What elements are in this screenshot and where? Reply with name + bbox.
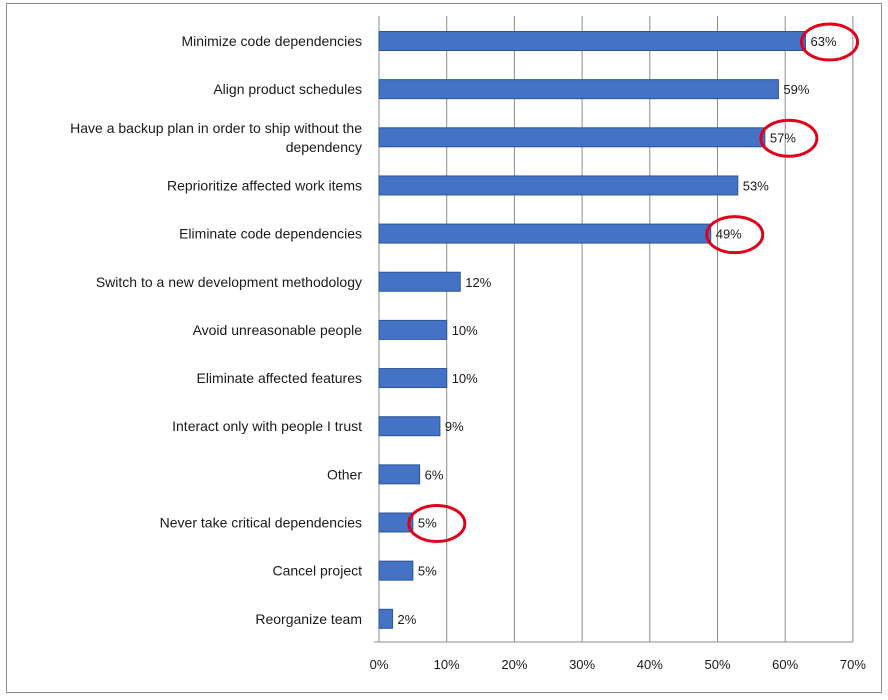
x-tick-label: 0% bbox=[370, 657, 389, 672]
category-label: Cancel project bbox=[273, 563, 363, 579]
value-label: 6% bbox=[425, 467, 444, 482]
value-label: 10% bbox=[452, 371, 478, 386]
highlight-circle bbox=[759, 118, 819, 158]
bar bbox=[378, 416, 441, 437]
category-label: Reprioritize affected work items bbox=[167, 177, 362, 193]
bar bbox=[378, 79, 779, 100]
x-tick-label: 10% bbox=[434, 657, 460, 672]
x-tick-label: 60% bbox=[772, 657, 798, 672]
bar bbox=[378, 175, 739, 196]
value-label: 53% bbox=[743, 178, 769, 193]
category-label: Minimize code dependencies bbox=[181, 33, 362, 49]
x-tick-label: 30% bbox=[569, 657, 595, 672]
bar bbox=[378, 271, 461, 292]
x-tick-label: 40% bbox=[637, 657, 663, 672]
bar bbox=[378, 319, 448, 340]
highlight-circle bbox=[800, 22, 860, 62]
bar bbox=[378, 368, 448, 389]
value-label: 5% bbox=[418, 564, 437, 579]
x-tick-label: 20% bbox=[501, 657, 527, 672]
value-label: 2% bbox=[398, 612, 417, 627]
bar bbox=[378, 223, 712, 244]
bar bbox=[378, 31, 807, 51]
value-label: 9% bbox=[445, 419, 464, 434]
category-label: Never take critical dependencies bbox=[160, 515, 362, 531]
bar bbox=[378, 608, 394, 629]
highlight-circle bbox=[705, 215, 765, 255]
value-label: 57% bbox=[770, 130, 796, 145]
category-label: Reorganize team bbox=[255, 611, 362, 627]
category-label: Interact only with people I trust bbox=[172, 418, 362, 434]
category-label: Other bbox=[327, 466, 362, 482]
value-label: 59% bbox=[783, 82, 809, 97]
value-label: 49% bbox=[716, 227, 742, 242]
category-label: Avoid unreasonable people bbox=[193, 322, 363, 338]
bar bbox=[378, 560, 414, 581]
category-label: Eliminate code dependencies bbox=[179, 226, 362, 242]
chart-frame bbox=[6, 3, 882, 693]
category-label: Switch to a new development methodology bbox=[96, 274, 362, 290]
bar bbox=[378, 512, 414, 533]
value-label: 5% bbox=[418, 516, 437, 531]
category-label: Eliminate affected features bbox=[196, 370, 362, 386]
highlight-circle bbox=[407, 504, 467, 543]
category-label: Have a backup plan in order to ship with… bbox=[70, 120, 362, 136]
x-tick-label: 50% bbox=[704, 657, 730, 672]
category-label: dependency bbox=[286, 139, 362, 155]
x-tick-label: 70% bbox=[840, 657, 866, 672]
category-label: Align product schedules bbox=[213, 81, 362, 97]
value-label: 12% bbox=[465, 275, 491, 290]
bar bbox=[378, 464, 421, 485]
value-label: 63% bbox=[811, 34, 837, 49]
bar bbox=[378, 127, 766, 148]
value-label: 10% bbox=[452, 323, 478, 338]
